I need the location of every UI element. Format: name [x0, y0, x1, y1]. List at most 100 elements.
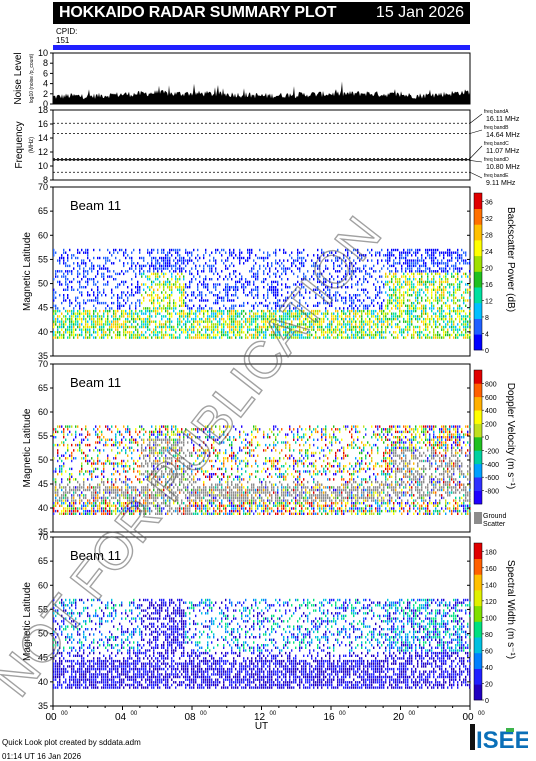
heatmap-cell: [183, 323, 185, 326]
heatmap-cell: [241, 331, 243, 334]
heatmap-cell: [113, 262, 115, 265]
heatmap-cell: [135, 333, 137, 337]
heatmap-cell: [271, 320, 273, 323]
heatmap-cell: [445, 331, 447, 334]
heatmap-cell: [407, 307, 409, 310]
heatmap-cell: [163, 307, 165, 310]
heatmap-cell: [329, 325, 331, 329]
heatmap-cell: [151, 248, 153, 252]
heatmap-cell: [111, 307, 113, 310]
heatmap-cell: [95, 323, 97, 326]
heatmap-cell: [73, 478, 75, 481]
heatmap-cell: [53, 443, 55, 447]
heatmap-cell: [305, 328, 307, 331]
heatmap-cell: [345, 301, 347, 305]
heatmap-cell: [441, 307, 443, 310]
heatmap-cell: [289, 333, 291, 337]
heatmap-cell: [169, 312, 171, 315]
heatmap-cell: [77, 480, 79, 484]
heatmap-cell: [337, 299, 339, 302]
heatmap-cell: [139, 457, 141, 460]
heatmap-cell: [181, 270, 183, 273]
heatmap-cell: [163, 280, 165, 284]
heatmap-cell: [199, 333, 201, 337]
heatmap-cell: [257, 296, 259, 299]
heatmap-cell: [61, 320, 63, 323]
heatmap-cell: [107, 333, 109, 337]
heatmap-cell: [91, 317, 93, 321]
heatmap-cell: [419, 272, 421, 276]
heatmap-cell: [55, 483, 57, 486]
heatmap-cell: [185, 504, 187, 507]
heatmap-cell: [71, 272, 73, 276]
heatmap-cell: [183, 317, 185, 321]
heatmap-cell: [109, 320, 111, 323]
heatmap-cell: [181, 288, 183, 291]
heatmap-cell: [93, 256, 95, 260]
heatmap-cell: [153, 486, 155, 489]
heatmap-cell: [123, 425, 125, 428]
heatmap-cell: [167, 425, 169, 428]
heatmap-cell: [171, 507, 173, 510]
heatmap-cell: [87, 443, 89, 447]
heatmap-cell: [135, 307, 137, 310]
heatmap-cell: [133, 462, 135, 465]
heatmap-cell: [127, 325, 129, 329]
heatmap-cell: [449, 259, 451, 262]
heatmap-cell: [225, 251, 227, 254]
heatmap-cell: [229, 325, 231, 329]
heatmap-cell: [127, 478, 129, 481]
heatmap-cell: [187, 254, 189, 257]
heatmap-cell: [159, 428, 161, 431]
heatmap-cell: [391, 275, 393, 278]
heatmap-cell: [129, 433, 131, 436]
heatmap-cell: [67, 328, 69, 331]
heatmap-cell: [199, 331, 201, 334]
heatmap-cell: [385, 317, 387, 321]
heatmap-cell: [353, 333, 355, 337]
heatmap-cell: [231, 328, 233, 331]
heatmap-cell: [441, 288, 443, 291]
heatmap-cell: [249, 280, 251, 284]
heatmap-cell: [165, 486, 167, 489]
heatmap-cell: [153, 296, 155, 299]
heatmap-cell: [205, 331, 207, 334]
heatmap-cell: [97, 496, 99, 500]
heatmap-cell: [239, 278, 241, 281]
heatmap-cell: [107, 454, 109, 457]
heatmap-cell: [461, 248, 463, 252]
heatmap-cell: [177, 262, 179, 265]
heatmap-cell: [71, 433, 73, 436]
heatmap-cell: [197, 333, 199, 337]
heatmap-cell: [179, 336, 181, 339]
heatmap-cell: [319, 275, 321, 278]
heatmap-cell: [437, 333, 439, 337]
heatmap-cell: [141, 256, 143, 260]
heatmap-cell: [233, 328, 235, 331]
heatmap-cell: [299, 301, 301, 305]
heatmap-cell: [125, 478, 127, 481]
heatmap-cell: [365, 264, 367, 268]
heatmap-cell: [275, 325, 277, 329]
heatmap-cell: [415, 294, 417, 297]
heatmap-cell: [125, 509, 127, 513]
heatmap-cell: [399, 304, 401, 307]
heatmap-cell: [233, 264, 235, 268]
heatmap-cell: [175, 270, 177, 273]
heatmap-cell: [371, 299, 373, 302]
heatmap-cell: [129, 496, 131, 500]
heatmap-cell: [429, 248, 431, 252]
heatmap-cell: [265, 320, 267, 323]
heatmap-cell: [465, 320, 467, 323]
heatmap-cell: [427, 278, 429, 281]
heatmap-cell: [81, 499, 83, 502]
heatmap-cell: [85, 428, 87, 431]
heatmap-cell: [439, 267, 441, 270]
heatmap-cell: [463, 315, 465, 318]
heatmap-cell: [255, 317, 257, 321]
heatmap-cell: [203, 270, 205, 273]
heatmap-cell: [411, 267, 413, 270]
heatmap-cell: [273, 251, 275, 254]
heatmap-cell: [355, 312, 357, 315]
heatmap-cell: [235, 336, 237, 339]
